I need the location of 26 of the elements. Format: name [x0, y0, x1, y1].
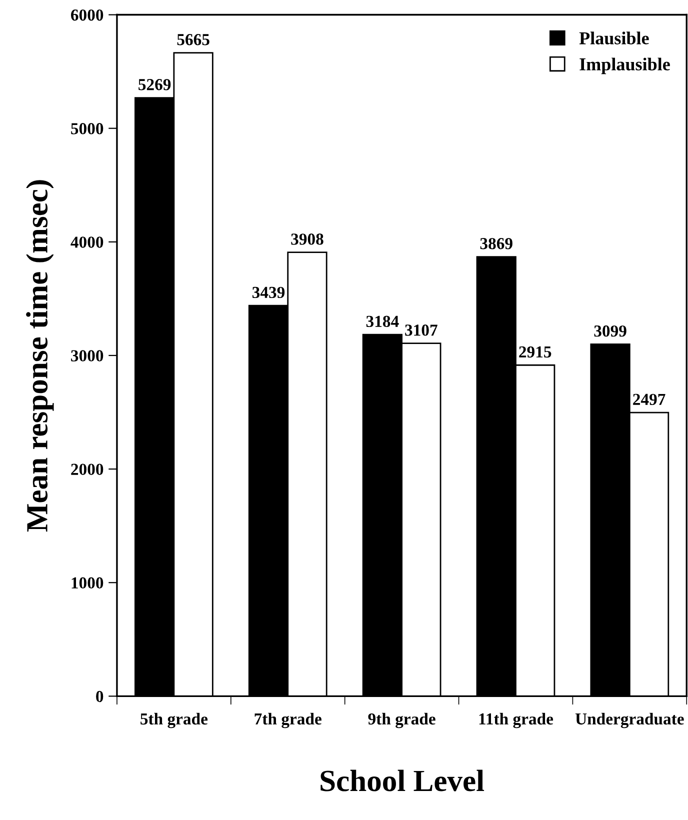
y-tick-label: 3000: [71, 350, 104, 362]
x-axis-title: School Level: [320, 770, 484, 792]
x-tick-label: 5th grade: [140, 712, 208, 728]
legend-label: Implausible: [580, 58, 670, 74]
data-label: 3439: [252, 286, 285, 298]
legend-label: Plausible: [579, 32, 649, 44]
y-tick-label: 2000: [71, 464, 104, 475]
data-label: 5665: [177, 34, 210, 46]
data-label: 3099: [594, 325, 626, 337]
y-tick-label: 6000: [71, 9, 104, 21]
y-tick-label: 4000: [70, 236, 104, 248]
x-tick-label: 11th grade: [479, 712, 554, 728]
y-axis-title: Mean response time (msec): [26, 180, 54, 532]
y-tick-label: 5000: [71, 123, 104, 134]
x-tick-label: Undergraduate: [575, 712, 684, 728]
data-label: 3107: [405, 324, 438, 336]
y-tick-label: 0: [96, 690, 104, 702]
data-label: 5269: [138, 79, 171, 90]
data-label: 3184: [366, 316, 399, 328]
x-tick-label: 9th grade: [368, 712, 436, 728]
data-label: 2497: [633, 394, 666, 406]
x-tick-label: 7th grade: [254, 712, 322, 728]
y-tick-label: 1000: [72, 577, 104, 589]
data-label: 3908: [291, 234, 324, 245]
data-label: 2915: [519, 346, 552, 358]
data-label: 3869: [480, 238, 512, 250]
